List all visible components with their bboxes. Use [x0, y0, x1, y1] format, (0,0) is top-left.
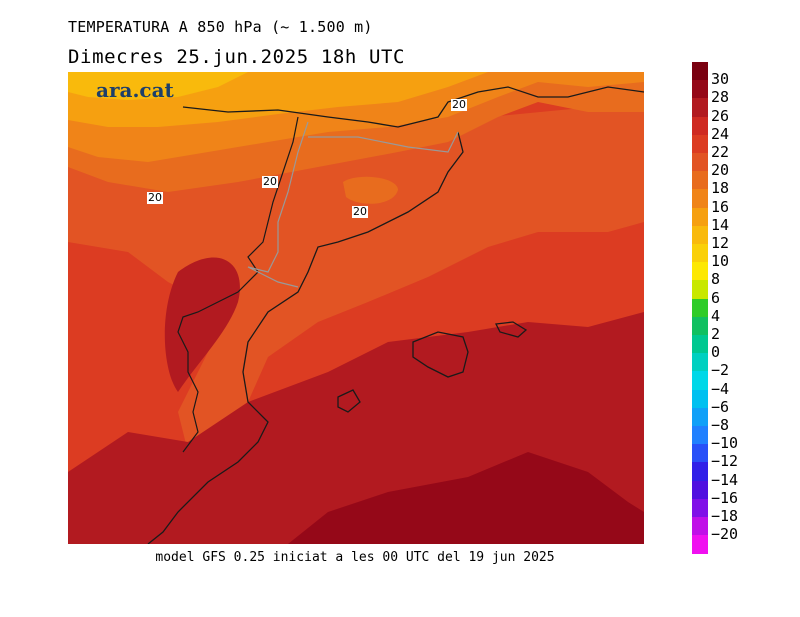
legend-label: 22: [711, 143, 730, 161]
legend-swatch: [692, 298, 708, 318]
legend-label: −8: [711, 416, 730, 434]
legend-label: −6: [711, 397, 730, 416]
legend-swatch: [692, 280, 708, 300]
legend-swatch: [692, 316, 708, 336]
legend-label: 10: [711, 252, 730, 271]
island-ibiza: [337, 389, 361, 413]
legend-label: −12: [711, 452, 739, 471]
legend-swatch: [692, 244, 708, 263]
legend-label: 4: [711, 306, 721, 325]
legend-swatch: [692, 189, 708, 209]
model-info: model GFS 0.25 iniciat a les 00 UTC del …: [155, 550, 555, 565]
legend-label: 28: [711, 88, 730, 107]
legend-swatch: [692, 116, 708, 136]
legend-swatch: [692, 389, 708, 409]
legend-label: 12: [711, 234, 730, 252]
island-mallorca: [412, 331, 469, 378]
legend-swatch: [692, 517, 708, 536]
legend-swatch: [692, 371, 708, 391]
contour-label: 20: [147, 191, 163, 204]
legend-swatch: [692, 80, 708, 99]
legend-label: 6: [711, 288, 721, 307]
contour-label: 20: [451, 98, 467, 111]
legend-label: −10: [711, 434, 739, 453]
legend-labels: 30 28 26 24 22 20 18 16 14 12 10 8 6 4 2 0 −2 −4 −6 −8 −10 −1…: [711, 62, 791, 562]
legend-label: −16: [711, 488, 739, 507]
legend-label: 20: [711, 161, 730, 180]
legend-swatch: [692, 353, 708, 372]
island-menorca: [495, 321, 528, 338]
legend-swatch: [692, 262, 708, 281]
temp-band-18-spot: [343, 176, 398, 204]
legend-label: 26: [711, 106, 730, 125]
legend-label: 24: [711, 124, 730, 143]
legend-swatch: [692, 225, 708, 245]
temp-band-24-west: [164, 257, 240, 392]
region-border: [247, 121, 459, 288]
legend-swatch: [692, 171, 708, 190]
legend-swatch: [692, 444, 708, 463]
legend-label: 30: [711, 70, 730, 89]
temp-band-20: [68, 102, 644, 452]
contour-label: 20: [352, 205, 368, 218]
legend-swatch: [692, 62, 708, 81]
legend-swatch: [692, 207, 708, 227]
contour-label: 20: [262, 175, 278, 188]
legend-swatch: [692, 462, 708, 482]
legend-label: 8: [711, 270, 721, 289]
legend-label: −18: [711, 507, 739, 525]
legend-swatch: [692, 98, 708, 118]
map-title: TEMPERATURA A 850 hPa (~ 1.500 m): [68, 18, 373, 36]
legend-label: 14: [711, 215, 730, 234]
legend-label: 0: [711, 343, 721, 362]
temp-band-12: [68, 72, 248, 100]
legend-swatch: [692, 480, 708, 500]
legend-label: −2: [711, 361, 730, 380]
legend-swatch: [692, 426, 708, 445]
legend-swatch: [692, 407, 708, 427]
legend-label: 18: [711, 179, 730, 198]
legend-label: −20: [711, 525, 739, 544]
legend-label: −14: [711, 470, 739, 489]
forecast-datetime: Dimecres 25.jun.2025 18h UTC: [68, 46, 406, 68]
legend-swatch: [692, 498, 708, 518]
legend-label: 2: [711, 325, 721, 343]
araca-logo: ara.cat: [96, 78, 174, 102]
coastline: [147, 86, 644, 544]
temperature-map: [68, 72, 644, 544]
temp-band-26: [288, 452, 644, 544]
legend-swatch: [692, 134, 708, 154]
legend-label: −4: [711, 379, 730, 398]
legend-label: 16: [711, 197, 730, 216]
border-line: [177, 116, 299, 453]
legend-swatch: [692, 153, 708, 172]
legend-swatch: [692, 535, 708, 554]
legend-swatch: [692, 335, 708, 354]
